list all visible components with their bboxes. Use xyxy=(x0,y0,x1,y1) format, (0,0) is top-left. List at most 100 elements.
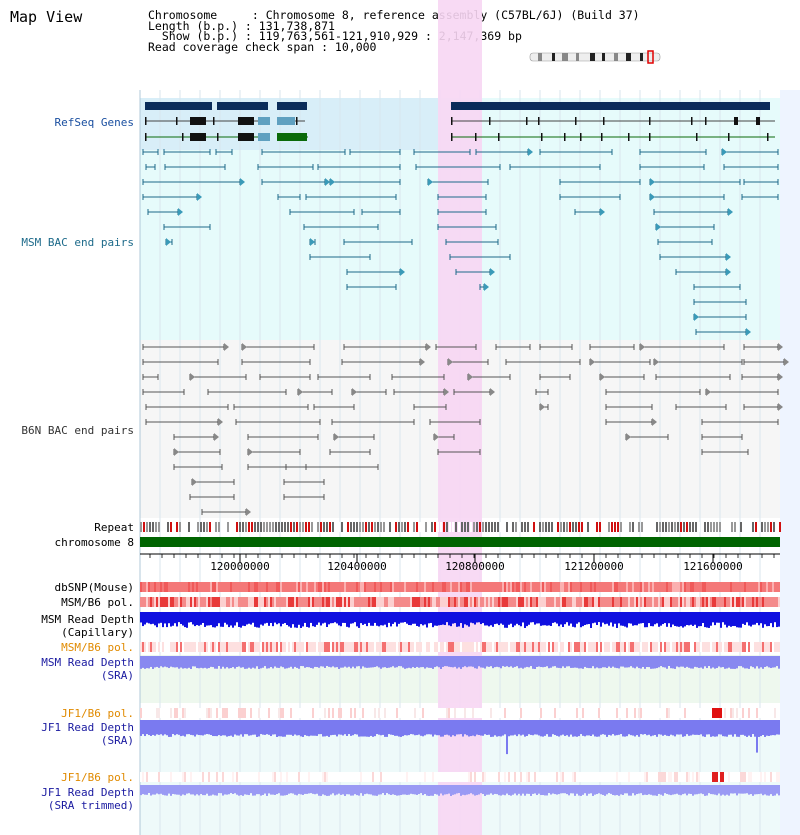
selected-region-highlight[interactable] xyxy=(438,0,482,835)
read-depth-bar xyxy=(164,785,166,796)
track-label-msm-b6-pol[interactable]: MSM/B6 pol. xyxy=(61,596,134,609)
read-depth-bar xyxy=(600,612,602,627)
heat-cell xyxy=(748,597,750,607)
read-depth-bar xyxy=(240,785,242,796)
read-depth-bar xyxy=(658,785,660,794)
repeat-block xyxy=(452,522,454,532)
track-label-jf1-depth-trimmed[interactable]: JF1 Read Depth xyxy=(41,786,134,799)
heat-cell xyxy=(418,642,420,652)
read-depth-bar xyxy=(252,612,254,623)
heat-cell xyxy=(246,708,248,718)
track-label-jf1-b6-pol-2[interactable]: JF1/B6 pol. xyxy=(61,771,134,784)
heat-cell xyxy=(344,582,346,592)
heat-cell xyxy=(220,642,222,652)
track-label-jf1-depth-sra[interactable]: JF1 Read Depth xyxy=(41,721,134,734)
heat-cell xyxy=(556,708,558,718)
read-depth-bar xyxy=(192,612,194,625)
track-label-msm-depth-capillary[interactable]: MSM Read Depth xyxy=(41,613,134,626)
heat-cell xyxy=(472,708,474,718)
heat-cell xyxy=(318,597,320,607)
heat-cell xyxy=(516,708,518,718)
read-depth-bar xyxy=(736,656,738,669)
read-depth-bar xyxy=(498,785,500,796)
heat-cell xyxy=(332,582,334,592)
track-label-dbsnp[interactable]: dbSNP(Mouse) xyxy=(54,581,134,594)
track-label-msm-bac[interactable]: MSM BAC end pairs xyxy=(21,236,134,249)
heat-cell xyxy=(344,708,346,718)
track-label-refseq[interactable]: RefSeq Genes xyxy=(54,116,134,129)
track-label-repeat[interactable]: Repeat xyxy=(94,521,134,534)
repeat-block xyxy=(479,522,481,532)
heat-cell xyxy=(150,772,152,782)
heat-cell xyxy=(430,642,432,652)
read-depth-bar xyxy=(172,785,174,794)
heat-cell xyxy=(380,582,382,592)
read-depth-bar xyxy=(284,785,286,796)
heat-cell xyxy=(320,582,322,592)
track-label-msm-b6-pol-2[interactable]: MSM/B6 pol. xyxy=(61,641,134,654)
read-depth-bar xyxy=(410,612,412,626)
heat-cell xyxy=(302,597,304,607)
heat-cell xyxy=(532,597,534,607)
heat-cell xyxy=(282,642,284,652)
repeat-block xyxy=(401,522,403,532)
refseq-gene-block[interactable] xyxy=(451,102,770,110)
heat-cell xyxy=(190,582,192,592)
heat-cell xyxy=(568,708,570,718)
heat-cell xyxy=(232,642,234,652)
heat-cell xyxy=(374,582,376,592)
read-depth-bar xyxy=(742,656,744,668)
heat-cell xyxy=(436,708,438,718)
read-depth-bar xyxy=(578,612,580,623)
heat-cell xyxy=(578,597,580,607)
heat-cell xyxy=(648,708,650,718)
heat-cell xyxy=(396,582,398,592)
read-depth-bar xyxy=(662,656,664,668)
heat-cell xyxy=(688,772,690,782)
repeat-block xyxy=(767,522,769,532)
chromosome-bar[interactable] xyxy=(140,537,780,547)
refseq-gene-block[interactable] xyxy=(145,102,212,110)
track-label-b6n-bac[interactable]: B6N BAC end pairs xyxy=(21,424,134,437)
read-depth-bar xyxy=(170,612,172,627)
heat-cell xyxy=(330,642,332,652)
heat-cell xyxy=(438,597,440,607)
heat-cell xyxy=(198,642,200,652)
read-depth-bar xyxy=(368,785,370,795)
read-depth-bar xyxy=(424,612,426,625)
heat-cell xyxy=(220,597,222,607)
heat-cell xyxy=(758,708,760,718)
read-depth-bar xyxy=(214,612,216,628)
heat-cell xyxy=(604,708,606,718)
repeat-block xyxy=(689,522,691,532)
read-depth-bar xyxy=(364,656,366,668)
track-label-jf1-b6-pol[interactable]: JF1/B6 pol. xyxy=(61,707,134,720)
read-depth-bar xyxy=(242,612,244,626)
read-depth-bar xyxy=(480,656,482,668)
track-label-msm-depth-sra[interactable]: MSM Read Depth xyxy=(41,656,134,669)
heat-cell xyxy=(566,708,568,718)
heat-cell xyxy=(144,772,146,782)
repeat-block xyxy=(542,522,544,532)
heat-cell xyxy=(226,708,228,718)
heat-cell xyxy=(356,582,358,592)
track-label-chromosome[interactable]: chromosome 8 xyxy=(54,536,134,549)
heat-cell xyxy=(576,642,578,652)
read-depth-bar xyxy=(412,785,414,795)
heat-cell xyxy=(190,642,192,652)
read-depth-bar xyxy=(418,612,420,627)
refseq-gene-block[interactable] xyxy=(277,102,307,110)
read-depth-bar xyxy=(300,656,302,667)
heat-cell xyxy=(248,708,250,718)
read-depth-bar xyxy=(382,720,384,735)
heat-cell xyxy=(150,597,152,607)
read-depth-bar xyxy=(388,656,390,668)
bac-end-marker xyxy=(784,358,789,366)
heat-cell xyxy=(250,597,252,607)
read-depth-bar xyxy=(728,612,730,626)
heat-cell xyxy=(334,597,336,607)
read-depth-bar xyxy=(640,656,642,669)
read-depth-bar xyxy=(222,656,224,667)
refseq-gene-block[interactable] xyxy=(217,102,268,110)
